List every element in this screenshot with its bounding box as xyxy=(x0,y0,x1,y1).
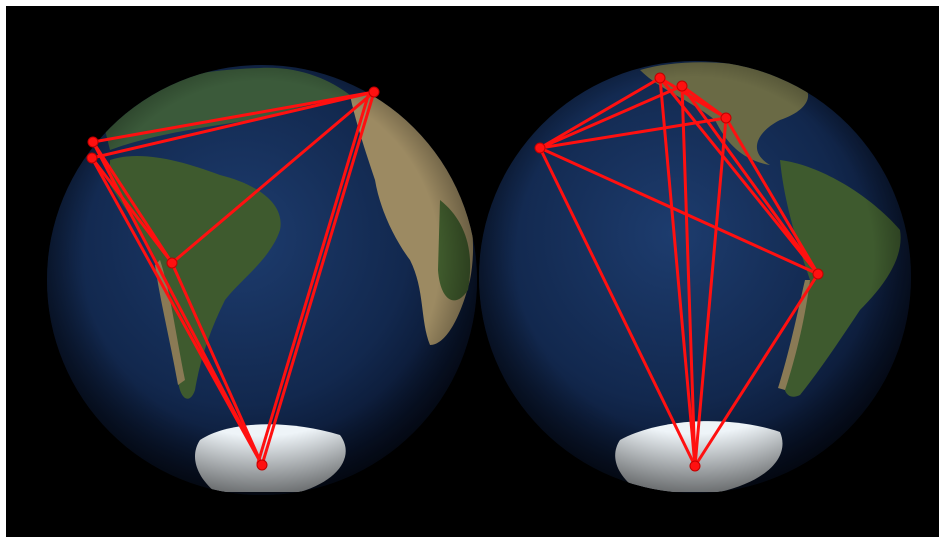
route xyxy=(90,156,174,265)
node xyxy=(720,112,732,124)
route xyxy=(680,84,820,276)
route xyxy=(693,116,728,468)
route xyxy=(538,146,820,276)
node xyxy=(812,268,824,280)
globe-right xyxy=(479,61,911,493)
route xyxy=(724,116,820,276)
node xyxy=(534,142,546,154)
route xyxy=(260,90,376,467)
route xyxy=(538,146,697,468)
route xyxy=(693,272,820,468)
node xyxy=(368,86,380,98)
routes-right xyxy=(534,72,824,472)
route xyxy=(256,94,370,465)
node xyxy=(86,152,98,164)
globe-left xyxy=(47,65,477,495)
route xyxy=(538,76,662,150)
route xyxy=(170,90,376,265)
route xyxy=(658,76,820,276)
node xyxy=(654,72,666,84)
node xyxy=(689,460,701,472)
node xyxy=(87,136,99,148)
globe-shade xyxy=(47,65,477,495)
route xyxy=(680,84,728,120)
route xyxy=(538,84,684,150)
node xyxy=(676,80,688,92)
route xyxy=(658,76,697,468)
route xyxy=(90,90,376,160)
route xyxy=(91,90,376,144)
route xyxy=(90,156,264,467)
node xyxy=(166,257,178,269)
route xyxy=(680,84,697,468)
route xyxy=(170,261,264,467)
routes-left xyxy=(86,86,380,471)
node xyxy=(256,459,268,471)
route xyxy=(91,140,174,265)
